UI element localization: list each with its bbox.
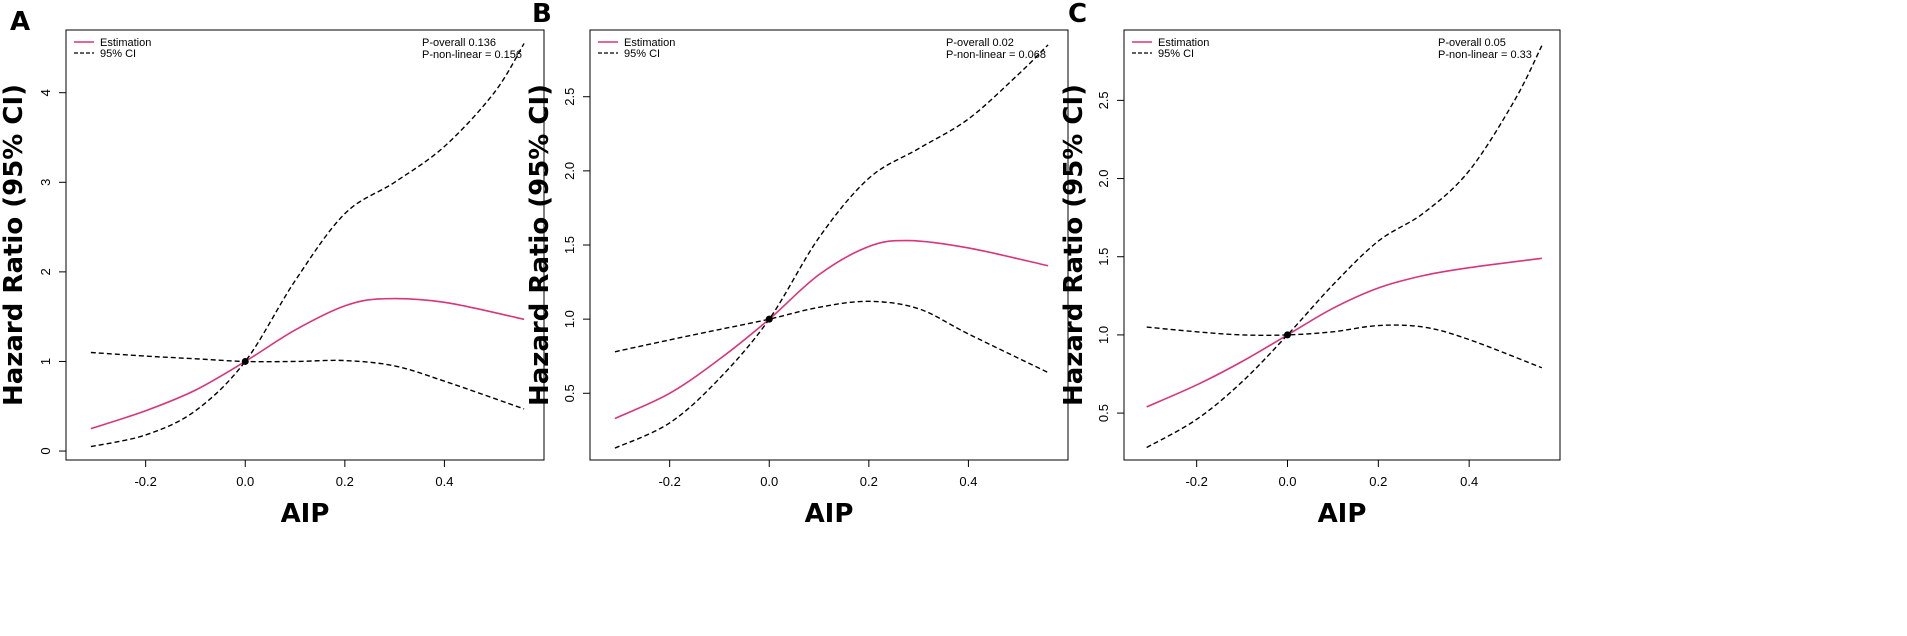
plot-frame xyxy=(65,29,545,461)
ci-upper-line xyxy=(90,43,525,448)
legend-ci-label: 95% CI xyxy=(1158,48,1194,60)
estimation-line xyxy=(614,239,1049,420)
y-axis-title: Hazard Ratio (95% CI) xyxy=(525,84,555,406)
x-axis-title: AIP xyxy=(805,499,854,529)
y-tick-label: 0 xyxy=(38,447,53,454)
plot-frame xyxy=(1123,29,1561,461)
x-tick-label: 0.0 xyxy=(760,474,778,489)
ci-lower-line xyxy=(90,351,525,410)
legend-estimation-label: Estimation xyxy=(624,37,675,49)
chart-panel-a: A -0.2 0.0 0.2 0.4 0 1 2 3 4 AIP Hazard Ratio (95% … xyxy=(0,7,545,529)
y-tick-label: 2.0 xyxy=(1096,170,1111,188)
y-tick-label: 1.0 xyxy=(1096,326,1111,344)
y-tick-label: 1.5 xyxy=(562,236,577,254)
x-tick-label: 0.4 xyxy=(1460,474,1478,489)
legend-estimation-label: Estimation xyxy=(100,37,151,49)
ci-upper-line xyxy=(614,44,1049,449)
y-tick-label: 1.5 xyxy=(1096,248,1111,266)
p-nonlinear-text: P-non-linear = 0.068 xyxy=(946,49,1046,61)
legend-estimation-label: Estimation xyxy=(1158,37,1209,49)
y-tick-label: 3 xyxy=(38,179,53,186)
y-tick-label: 1.0 xyxy=(562,310,577,328)
reference-point xyxy=(1284,331,1291,339)
x-tick-label: 0.0 xyxy=(1278,474,1296,489)
y-tick-label: 0.5 xyxy=(562,384,577,402)
panel-label: A xyxy=(10,7,30,37)
x-tick-label: -0.2 xyxy=(134,474,156,489)
ci-upper-line xyxy=(1146,45,1543,449)
x-tick-label: 0.4 xyxy=(435,474,453,489)
y-tick-label: 2.5 xyxy=(1096,91,1111,109)
x-axis-title: AIP xyxy=(281,499,330,529)
x-tick-label: 0.2 xyxy=(336,474,354,489)
y-tick-label: 4 xyxy=(38,89,53,96)
y-tick-label: 2.5 xyxy=(562,88,577,106)
legend-ci-label: 95% CI xyxy=(624,48,660,60)
panel-label: B xyxy=(532,0,552,29)
ci-lower-line xyxy=(1146,324,1543,369)
p-overall-text: P-overall 0.05 xyxy=(1438,37,1506,49)
x-tick-label: 0.0 xyxy=(236,474,254,489)
estimation-line xyxy=(90,297,525,430)
x-tick-label: 0.2 xyxy=(860,474,878,489)
chart-panel-c: C -0.2 0.0 0.2 0.4 0.5 1.0 1.5 2.0 2.5 AIP Hazard R… xyxy=(1059,0,1561,529)
x-tick-label: 0.2 xyxy=(1369,474,1387,489)
x-axis-title: AIP xyxy=(1318,499,1367,529)
p-nonlinear-text: P-non-linear = 0.156 xyxy=(422,49,522,61)
estimation-line xyxy=(1146,257,1542,408)
panel-label: C xyxy=(1068,0,1087,29)
y-tick-label: 2.0 xyxy=(562,162,577,180)
p-overall-text: P-overall 0.02 xyxy=(946,37,1014,49)
y-tick-label: 1 xyxy=(38,358,53,365)
p-nonlinear-text: P-non-linear = 0.33 xyxy=(1438,49,1532,61)
reference-point xyxy=(765,315,773,323)
y-tick-label: 0.5 xyxy=(1096,404,1111,422)
x-tick-label: 0.4 xyxy=(959,474,977,489)
ci-lower-line xyxy=(614,300,1049,374)
y-tick-label: 2 xyxy=(38,268,53,275)
x-tick-label: -0.2 xyxy=(658,474,680,489)
y-axis-title: Hazard Ratio (95% CI) xyxy=(1059,84,1089,406)
x-tick-label: -0.2 xyxy=(1185,474,1207,489)
legend-ci-label: 95% CI xyxy=(100,48,136,60)
y-axis-title: Hazard Ratio (95% CI) xyxy=(0,84,29,406)
chart-panel-b: B -0.2 0.0 0.2 0.4 0.5 1.0 1.5 2.0 2.5 AIP Hazard R… xyxy=(525,0,1069,529)
p-overall-text: P-overall 0.136 xyxy=(422,37,496,49)
reference-point xyxy=(241,357,249,365)
